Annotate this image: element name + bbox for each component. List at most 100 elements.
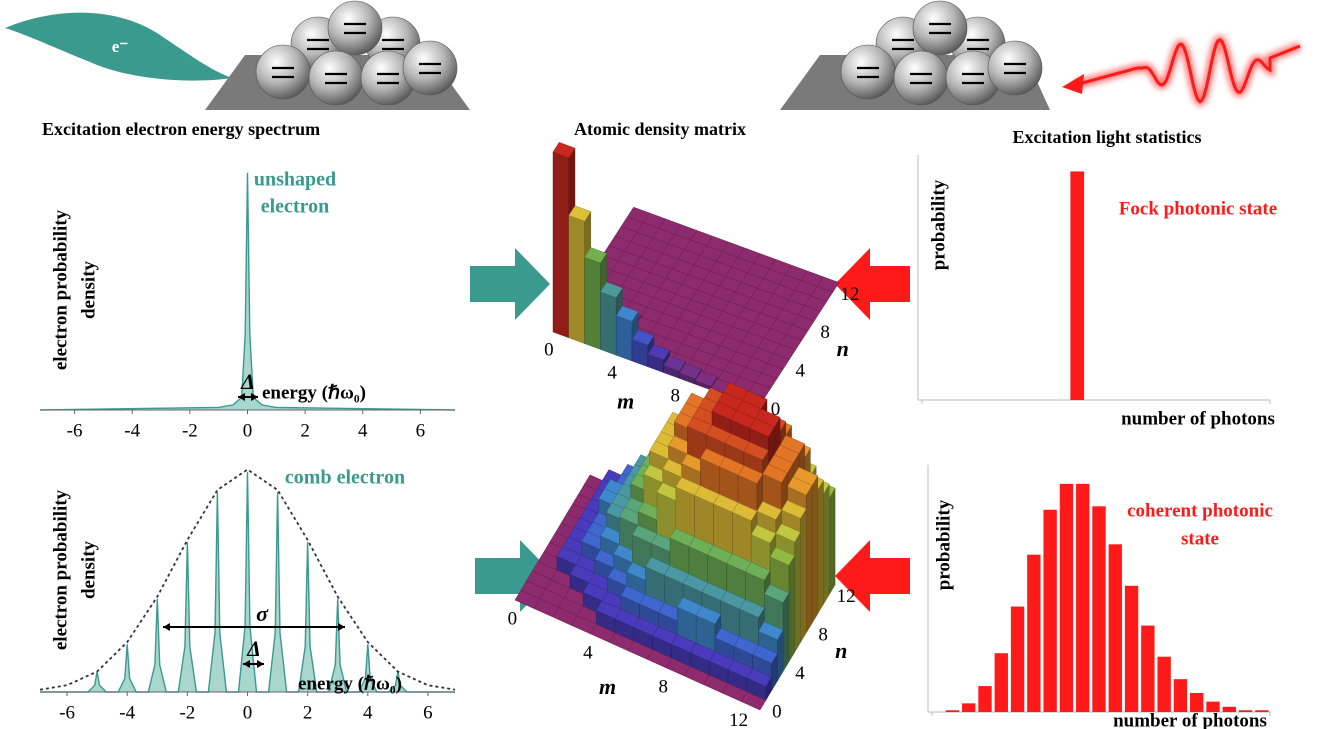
- bar: [946, 710, 959, 712]
- bar: [1141, 626, 1154, 712]
- bar-side: [783, 593, 789, 672]
- width-label: Δ: [246, 636, 261, 661]
- bar-side: [806, 485, 812, 633]
- atom: [403, 41, 457, 95]
- annotation: coherent photonic: [1127, 500, 1273, 521]
- n-tick-label: 0: [772, 702, 782, 723]
- n-tick-label: 8: [820, 322, 830, 343]
- atom-sphere: [894, 51, 948, 105]
- atom: [328, 1, 382, 55]
- n-tick-label: 4: [795, 663, 805, 684]
- atom-sphere: [309, 51, 363, 105]
- x-tick-label: -6: [59, 702, 75, 723]
- bar-side: [824, 484, 830, 604]
- x-tick-label: -2: [179, 702, 195, 723]
- bar-front: [600, 292, 616, 355]
- atom: [256, 45, 310, 99]
- x-tick-label: 2: [300, 420, 310, 441]
- y-axis-label: electron probability: [50, 489, 71, 650]
- bar-side: [818, 480, 824, 614]
- bar-side: [812, 476, 818, 624]
- atom-sphere: [841, 45, 895, 99]
- atom: [841, 45, 895, 99]
- bar-side: [800, 509, 806, 643]
- panel-header: Excitation electron energy spectrum: [42, 119, 320, 139]
- m-tick-label: 4: [583, 642, 593, 663]
- illustration: e⁻: [5, 1, 1300, 110]
- bar: [1070, 171, 1084, 400]
- y-axis-label: probability: [928, 179, 949, 270]
- annotation: unshaped: [254, 169, 336, 191]
- x-tick-label: 2: [303, 702, 313, 723]
- atom-sphere: [988, 41, 1042, 95]
- atom-sphere: [403, 41, 457, 95]
- m-tick-label: 12: [729, 710, 748, 729]
- n-axis-label: n: [835, 638, 847, 663]
- annotation: electron: [261, 196, 330, 218]
- m-axis-label: m: [617, 389, 634, 414]
- width-label: Δ: [240, 369, 255, 394]
- atom: [988, 41, 1042, 95]
- annotation: Fock photonic state: [1119, 198, 1277, 219]
- bar-front: [553, 152, 569, 338]
- bar-side: [789, 556, 795, 662]
- y-axis-label: density: [78, 540, 99, 599]
- x-axis-label: number of photons: [1121, 408, 1275, 429]
- bar: [1011, 607, 1024, 712]
- n-tick-label: 12: [840, 284, 859, 305]
- teal-arrow: [470, 248, 550, 320]
- panel-header: Excitation light statistics: [1013, 127, 1202, 147]
- n-tick-label: 8: [818, 625, 828, 646]
- y-axis-label: probability: [933, 499, 954, 590]
- bar: [1060, 484, 1073, 712]
- bar: [1076, 484, 1089, 712]
- atom-sphere: [328, 1, 382, 55]
- m-tick-label: 0: [508, 609, 518, 630]
- x-tick-label: -4: [124, 420, 140, 441]
- x-axis-label: number of photons: [1113, 710, 1267, 729]
- bar: [978, 686, 991, 712]
- arrowhead: [338, 623, 345, 631]
- y-axis-label: electron probability: [50, 209, 71, 370]
- bar-front: [569, 215, 585, 343]
- x-tick-label: 4: [358, 420, 368, 441]
- atom-sphere: [256, 45, 310, 99]
- arrowhead: [257, 660, 264, 668]
- bar: [1157, 657, 1170, 712]
- bar: [1027, 555, 1040, 712]
- bar: [1043, 510, 1056, 712]
- x-tick-label: -2: [182, 420, 198, 441]
- m-tick-label: 8: [658, 676, 668, 697]
- x-tick-label: 0: [243, 702, 253, 723]
- bar: [1125, 586, 1138, 712]
- panel-header: Atomic density matrix: [574, 119, 746, 139]
- m-tick-label: 0: [544, 339, 554, 360]
- atom: [309, 51, 363, 105]
- bar: [962, 703, 975, 712]
- figure: e⁻ Excitation electron energy spectrum A…: [0, 0, 1329, 729]
- electron-label: e⁻: [112, 37, 129, 56]
- x-tick-label: -4: [119, 702, 135, 723]
- n-tick-label: 12: [837, 586, 856, 607]
- bar: [995, 653, 1008, 712]
- atom: [913, 1, 967, 55]
- bar: [1174, 679, 1187, 712]
- m-axis-label: m: [599, 674, 616, 699]
- m-tick-label: 4: [607, 362, 617, 383]
- light-arrowhead: [1062, 74, 1084, 94]
- m-tick-label: 8: [671, 386, 681, 407]
- arrowhead: [163, 623, 170, 631]
- bar-front: [616, 316, 632, 361]
- x-tick-label: 6: [423, 702, 433, 723]
- bar: [1190, 693, 1203, 712]
- bar: [1092, 506, 1105, 712]
- x-tick-label: 4: [363, 702, 373, 723]
- x-axis-label: energy (ℏω₀): [298, 673, 402, 694]
- n-tick-label: 4: [796, 361, 806, 382]
- x-tick-label: -6: [67, 420, 83, 441]
- y-axis-label: density: [78, 260, 99, 319]
- envelope-label: σ: [256, 601, 269, 626]
- atom-sphere: [913, 1, 967, 55]
- annotation: comb electron: [285, 467, 405, 489]
- x-tick-label: 0: [243, 420, 253, 441]
